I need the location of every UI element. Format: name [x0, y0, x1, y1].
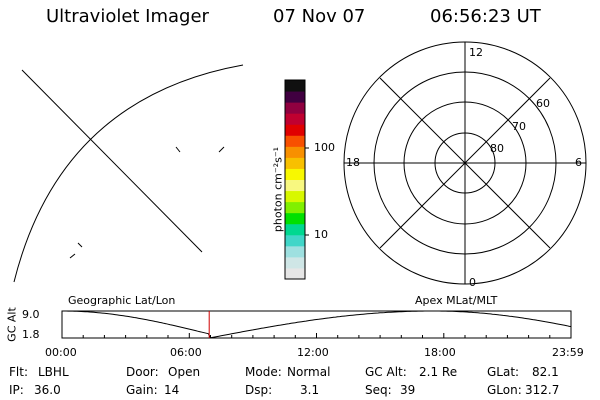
colorbar-segment [285, 80, 305, 92]
mode-label: Mode: [245, 365, 282, 379]
flt-value: LBHL [38, 365, 69, 379]
dsp-value: 3.1 [300, 383, 320, 397]
polar-axis-diag-2 [379, 77, 551, 249]
colorbar-segment [285, 212, 305, 225]
timeline-ymin: 1.8 [22, 328, 40, 341]
colorbar-segment [285, 157, 305, 169]
mlt-label-6: 6 [575, 156, 582, 169]
xtick-label-1800: 18:00 [424, 346, 456, 359]
grid-tick-4 [77, 242, 83, 248]
dsp-label: Dsp: [245, 383, 273, 397]
mlt-label-12: 12 [469, 46, 483, 59]
lat-label-80: 80 [490, 142, 504, 155]
colorbar [285, 80, 305, 280]
mlt-label-18: 18 [346, 156, 360, 169]
door-value: Open [168, 365, 201, 379]
xtick-label-2359: 23:59 [552, 346, 584, 359]
colorbar-segment [285, 179, 305, 192]
xtick-label-1200: 12:00 [297, 346, 329, 359]
colorbar-segment [285, 146, 305, 158]
ip-value: 36.0 [34, 383, 61, 397]
seq-value: 39 [400, 383, 416, 397]
glat-value: 82.1 [532, 365, 559, 379]
xtick-label-0600: 06:00 [170, 346, 202, 359]
colorbar-segment [285, 256, 305, 269]
colorbar-segment [285, 124, 305, 136]
timeline-ymax: 9.0 [22, 308, 40, 321]
lat-label-70: 70 [512, 120, 526, 133]
timeline-left-title: Geographic Lat/Lon [68, 294, 176, 307]
colorbar-unit-label: photon cm⁻²s⁻¹ [271, 146, 285, 233]
earth-limb-arc [13, 64, 244, 283]
ip-label: IP: [9, 383, 24, 397]
seq-label: Seq: [365, 383, 392, 397]
door-label: Door: [126, 365, 159, 379]
gcalt-value: 2.1 Re [419, 365, 458, 379]
colorbar-segment [285, 91, 305, 103]
colorbar-segment [285, 168, 305, 180]
colorbar-segment [285, 245, 305, 258]
altitude-curve [62, 310, 572, 339]
grid-tick-1 [175, 146, 181, 153]
glon-label: GLon: [487, 383, 522, 397]
polar-plot [343, 41, 587, 285]
colorbar-segment [285, 201, 305, 214]
grid-line-diagonal [21, 69, 203, 253]
colorbar-tick-label-10: 10 [314, 228, 328, 241]
colorbar-frame [284, 79, 306, 280]
colorbar-segment [285, 267, 305, 280]
gain-label: Gain: [126, 383, 158, 397]
gain-value: 14 [164, 383, 180, 397]
timeline-ticks [61, 333, 572, 338]
altitude-timeline [61, 310, 572, 339]
app-title: Ultraviolet Imager [46, 6, 209, 27]
colorbar-segment [285, 135, 305, 147]
colorbar-segment [285, 234, 305, 247]
flt-label: Flt: [9, 365, 28, 379]
glat-label: GLat: [487, 365, 520, 379]
mlt-label-0: 0 [469, 276, 476, 289]
timeline-ylabel: GC Alt [5, 307, 19, 342]
colorbar-tick-label-100: 100 [314, 141, 335, 154]
xtick-label-0000: 00:00 [45, 346, 77, 359]
colorbar-segment [285, 223, 305, 236]
glon-value: 312.7 [525, 383, 560, 397]
colorbar-segment [285, 102, 305, 114]
grid-tick-2 [218, 146, 225, 153]
geographic-image-panel [13, 64, 244, 283]
timeline-right-title: Apex MLat/MLT [415, 294, 498, 307]
colorbar-segment [285, 190, 305, 203]
lat-label-60: 60 [536, 97, 550, 110]
mode-value: Normal [287, 365, 331, 379]
date-readout: 07 Nov 07 [273, 6, 366, 27]
grid-tick-3 [69, 253, 76, 259]
gcalt-label: GC Alt: [365, 365, 407, 379]
time-readout: 06:56:23 UT [430, 6, 541, 27]
colorbar-segment [285, 113, 305, 125]
